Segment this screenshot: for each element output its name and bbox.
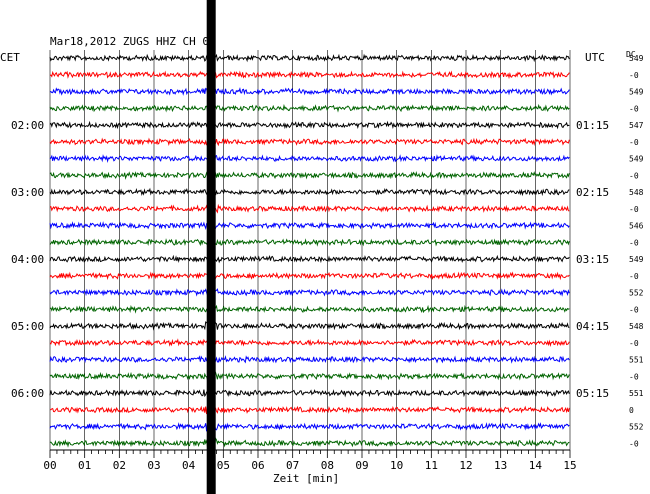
left-hour-label: 03:00: [11, 186, 44, 199]
x-tick-label: 00: [43, 459, 56, 472]
dc-offset-label: -0: [629, 372, 639, 381]
trace-9: [49, 187, 570, 197]
dc-offset-label: -0: [629, 205, 639, 214]
x-tick-label: 11: [425, 459, 438, 472]
trace-8: [49, 171, 570, 180]
trace-15: [49, 288, 570, 297]
x-tick-label: 05: [217, 459, 230, 472]
trace-2: [49, 70, 570, 80]
trace-24: [49, 436, 570, 451]
x-tick-label: 08: [321, 459, 334, 472]
dc-offset-label: 0: [629, 406, 634, 415]
dc-offset-label: 549: [629, 255, 644, 264]
right-hour-label: 01:15: [576, 119, 609, 132]
x-axis-label: Zeit [min]: [273, 472, 339, 485]
trace-6: [49, 136, 570, 147]
left-timezone-label: CET: [0, 51, 20, 64]
dc-header-label: DC: [626, 50, 636, 59]
trace-1: [49, 52, 570, 63]
trace-13: [49, 253, 570, 264]
time-grid: [49, 50, 571, 451]
chart-title: Mar18,2012 ZUGS HHZ CH 01: [50, 35, 216, 48]
dc-offset-label: 548: [629, 188, 644, 197]
trace-10: [49, 203, 570, 215]
dc-offset-label: 552: [629, 423, 644, 432]
trace-4: [49, 103, 570, 113]
dc-offset-label: 547: [629, 121, 644, 130]
left-hour-label: 06:00: [11, 387, 44, 400]
x-tick-label: 12: [459, 459, 472, 472]
dc-offset-label: 549: [629, 54, 644, 63]
left-hour-label: 02:00: [11, 119, 44, 132]
trace-20: [49, 369, 570, 382]
dc-offset-label: 548: [629, 322, 644, 331]
event-bar: [206, 0, 216, 494]
x-tick-label: 15: [563, 459, 576, 472]
dc-offset-labels: 549 -0 549 -0 547 -0 549 -0 548 -0 546 -0 549 -0 552 -0…: [629, 54, 644, 448]
left-hour-label: 04:00: [11, 253, 44, 266]
trace-5: [49, 120, 570, 130]
dc-offset-label: -0: [629, 71, 639, 80]
event-marker: [206, 0, 216, 494]
x-tick-label: 14: [529, 459, 543, 472]
trace-3: [49, 87, 570, 96]
trace-7: [49, 153, 570, 163]
right-hour-labels: 01:15 02:15 03:15 04:15 05:15: [576, 119, 609, 400]
trace-12: [49, 237, 570, 247]
x-tick-label: 06: [251, 459, 264, 472]
dc-offset-label: -0: [629, 339, 639, 348]
x-tick-label: 07: [286, 459, 299, 472]
x-tick-label: 01: [78, 459, 91, 472]
x-axis: 00 01 02 03 04 05 06 07 08 09 10 11 12 13 14 15: [43, 450, 577, 472]
left-hour-label: 05:00: [11, 320, 44, 333]
dc-offset-label: -0: [629, 104, 639, 113]
right-hour-label: 02:15: [576, 186, 609, 199]
trace-16: [49, 304, 570, 314]
trace-group: [49, 52, 570, 451]
x-tick-label: 10: [390, 459, 403, 472]
trace-21: [49, 386, 570, 400]
x-tick-label: 02: [113, 459, 126, 472]
trace-17: [49, 320, 570, 332]
trace-22: [49, 405, 570, 415]
x-tick-label: 04: [182, 459, 196, 472]
dc-offset-label: -0: [629, 238, 639, 247]
dc-offset-label: 551: [629, 356, 644, 365]
dc-offset-label: 552: [629, 289, 644, 298]
dc-offset-label: 546: [629, 222, 644, 231]
right-hour-label: 03:15: [576, 253, 609, 266]
trace-14: [49, 271, 570, 281]
trace-11: [49, 221, 570, 231]
dc-offset-label: -0: [629, 171, 639, 180]
right-timezone-label: UTC: [585, 51, 605, 64]
x-tick-label: 03: [147, 459, 160, 472]
x-tick-label: 13: [494, 459, 507, 472]
dc-offset-label: 549: [629, 155, 644, 164]
dc-offset-label: -0: [629, 305, 639, 314]
trace-18: [49, 337, 570, 349]
left-hour-labels: 02:00 03:00 04:00 05:00 06:00: [11, 119, 44, 400]
dc-offset-label: 549: [629, 88, 644, 97]
dc-offset-label: -0: [629, 439, 639, 448]
right-hour-label: 04:15: [576, 320, 609, 333]
x-tick-label: 09: [355, 459, 368, 472]
dc-offset-label: 551: [629, 389, 644, 398]
right-hour-label: 05:15: [576, 387, 609, 400]
trace-19: [49, 355, 570, 367]
dc-offset-label: -0: [629, 138, 639, 147]
dc-offset-label: -0: [629, 272, 639, 281]
trace-23: [49, 421, 570, 432]
